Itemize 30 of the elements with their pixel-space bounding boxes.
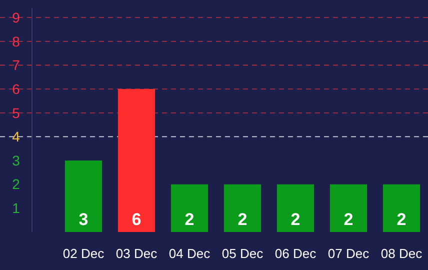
x-tick-label: 05 Dec: [222, 246, 264, 261]
bar: [224, 184, 262, 232]
x-tick-label: 08 Dec: [380, 246, 423, 261]
data-label: 2: [238, 210, 248, 229]
data-label: 3: [78, 210, 88, 229]
data-label: 2: [290, 210, 300, 229]
data-label: 6: [132, 210, 142, 229]
data-label: 2: [396, 210, 406, 229]
bar: [330, 184, 368, 232]
y-tick-label: 6: [12, 80, 20, 97]
data-label: 2: [344, 210, 354, 229]
y-tick-label: 7: [12, 57, 20, 74]
x-tick-label: 04 Dec: [168, 246, 211, 261]
x-tick-label: 03 Dec: [116, 246, 158, 261]
y-tick-label: 5: [12, 104, 20, 121]
data-label: 2: [184, 210, 194, 229]
x-tick-label: 06 Dec: [274, 246, 317, 261]
bar: [64, 160, 102, 232]
bar: [276, 184, 314, 232]
bar: [170, 184, 208, 232]
x-tick-label: 07 Dec: [328, 246, 370, 261]
x-tick-label: 02 Dec: [62, 246, 105, 261]
y-tick-label: 2: [12, 176, 20, 192]
bar: [382, 184, 420, 232]
bar: [118, 89, 156, 232]
y-tick-label: 1: [12, 200, 20, 216]
y-tick-label: 9: [12, 9, 20, 26]
y-tick-label: 8: [12, 33, 20, 50]
y-tick-label: 3: [12, 152, 20, 168]
y-tick-label: 4: [12, 128, 20, 145]
